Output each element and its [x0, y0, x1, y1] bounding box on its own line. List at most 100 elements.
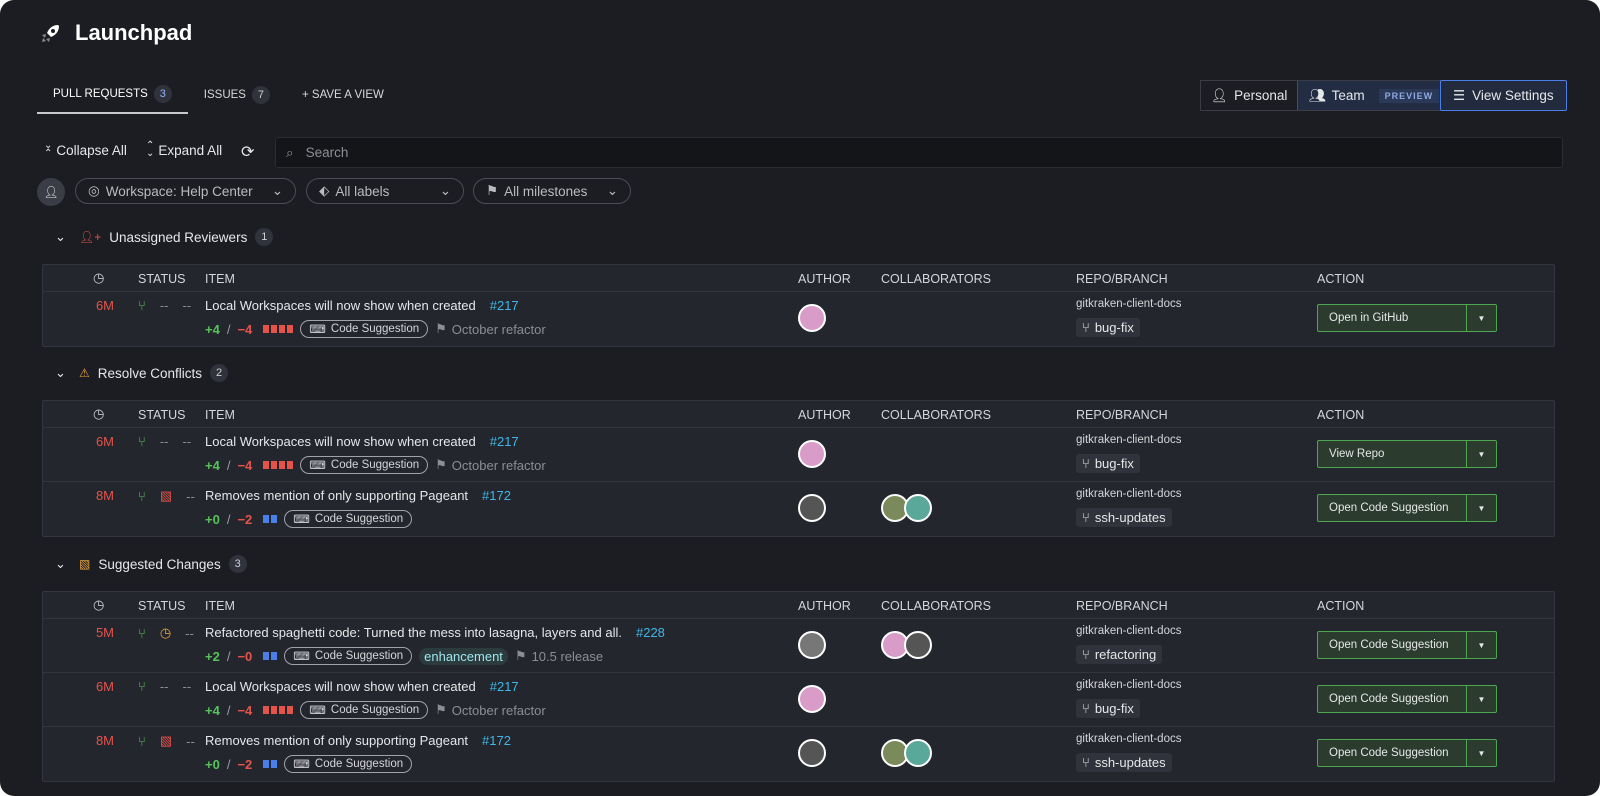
expand-all-button[interactable]: ⌃ ⌄ Expand All: [146, 141, 222, 159]
repo-name[interactable]: gitkraken-client-docs: [1076, 434, 1182, 446]
pr-title[interactable]: Local Workspaces will now show when crea…: [205, 434, 476, 449]
item-title[interactable]: Local Workspaces will now show when crea…: [205, 298, 519, 313]
branch-badge[interactable]: ⑂ bug-fix: [1076, 318, 1140, 337]
section-header[interactable]: ⌄ ▧ Suggested Changes 3: [55, 555, 247, 573]
labels-filter[interactable]: ⬖ All labels ⌄: [306, 178, 464, 204]
column-header-repo[interactable]: REPO/BRANCH: [1076, 599, 1168, 613]
caret-down-icon[interactable]: ▼: [1466, 686, 1496, 712]
repo-name[interactable]: gitkraken-client-docs: [1076, 733, 1182, 745]
code-suggestion-tag[interactable]: ⌨ Code Suggestion: [300, 456, 429, 474]
branch-badge[interactable]: ⑂ refactoring: [1076, 645, 1163, 664]
section-header[interactable]: ⌄ ⚠ Resolve Conflicts 2: [55, 364, 229, 382]
collaborator-avatar[interactable]: [904, 494, 932, 522]
author-avatar[interactable]: [798, 739, 826, 767]
column-header-author[interactable]: AUTHOR: [798, 272, 851, 286]
column-header-collaborators[interactable]: COLLABORATORS: [881, 408, 991, 422]
user-filter-button[interactable]: 👤︎: [37, 178, 65, 206]
save-view-button[interactable]: + SAVE A VIEW: [286, 80, 400, 114]
column-header-status[interactable]: STATUS: [138, 408, 186, 422]
search-input[interactable]: ⌕ Search: [275, 137, 1563, 168]
column-header-action[interactable]: ACTION: [1317, 408, 1365, 422]
pr-number[interactable]: #217: [489, 434, 519, 449]
chevron-down-icon[interactable]: ⌄: [55, 229, 66, 244]
action-button[interactable]: Open in GitHub: [1329, 312, 1409, 324]
column-header-item[interactable]: ITEM: [205, 408, 235, 422]
chevron-down-icon[interactable]: ⌄: [55, 556, 66, 571]
team-button[interactable]: 👥︎ Team PREVIEW: [1297, 81, 1450, 110]
column-header-collaborators[interactable]: COLLABORATORS: [881, 599, 991, 613]
label-badge[interactable]: enhancement: [419, 647, 508, 665]
column-header-repo[interactable]: REPO/BRANCH: [1076, 408, 1168, 422]
action-button[interactable]: Open Code Suggestion: [1329, 502, 1449, 514]
pr-number[interactable]: #228: [635, 625, 665, 640]
column-header-collaborators[interactable]: COLLABORATORS: [881, 272, 991, 286]
workspace-filter[interactable]: ◎ Workspace: Help Center ⌄: [75, 178, 296, 204]
code-suggestion-tag[interactable]: ⌨ Code Suggestion: [284, 647, 413, 665]
table-row[interactable]: 8M ⑂ ▧ -- Removes mention of only supporting…: [43, 482, 1554, 536]
column-header-author[interactable]: AUTHOR: [798, 599, 851, 613]
column-header-repo[interactable]: REPO/BRANCH: [1076, 272, 1168, 286]
caret-down-icon[interactable]: ▼: [1466, 740, 1496, 766]
pr-title[interactable]: Removes mention of only supporting Pagea…: [205, 488, 469, 503]
column-header-status[interactable]: STATUS: [138, 272, 186, 286]
branch-badge[interactable]: ⑂ bug-fix: [1076, 699, 1140, 718]
repo-name[interactable]: gitkraken-client-docs: [1076, 679, 1182, 691]
code-suggestion-tag[interactable]: ⌨ Code Suggestion: [300, 320, 429, 338]
section-header[interactable]: ⌄ 👤︎+ Unassigned Reviewers 1: [55, 228, 274, 246]
item-title[interactable]: Removes mention of only supporting Pagea…: [205, 488, 511, 503]
action-button[interactable]: Open Code Suggestion: [1329, 693, 1449, 705]
column-header-action[interactable]: ACTION: [1317, 272, 1365, 286]
tab-issues[interactable]: ISSUES 7: [188, 80, 286, 114]
pr-number[interactable]: #217: [489, 679, 519, 694]
chevron-down-icon[interactable]: ⌄: [55, 365, 66, 380]
milestones-filter[interactable]: ⚑ All milestones ⌄: [473, 178, 631, 204]
item-title[interactable]: Local Workspaces will now show when crea…: [205, 679, 519, 694]
branch-badge[interactable]: ⑂ bug-fix: [1076, 454, 1140, 473]
column-header-author[interactable]: AUTHOR: [798, 408, 851, 422]
author-avatar[interactable]: [798, 494, 826, 522]
code-suggestion-tag[interactable]: ⌨ Code Suggestion: [284, 510, 413, 528]
column-header-item[interactable]: ITEM: [205, 272, 235, 286]
column-header-action[interactable]: ACTION: [1317, 599, 1365, 613]
caret-down-icon[interactable]: ▼: [1466, 305, 1496, 331]
table-row[interactable]: 6M ⑂ -- -- Local Workspaces will now show wh…: [43, 673, 1554, 727]
pr-title[interactable]: Refactored spaghetti code: Turned the me…: [205, 625, 622, 640]
column-header-status[interactable]: STATUS: [138, 599, 186, 613]
pr-title[interactable]: Local Workspaces will now show when crea…: [205, 679, 476, 694]
collapse-all-button[interactable]: ⌄ ⌃ Collapse All: [44, 141, 127, 159]
repo-name[interactable]: gitkraken-client-docs: [1076, 298, 1182, 310]
repo-name[interactable]: gitkraken-client-docs: [1076, 488, 1182, 500]
pr-title[interactable]: Local Workspaces will now show when crea…: [205, 298, 476, 313]
pr-title[interactable]: Removes mention of only supporting Pagea…: [205, 733, 469, 748]
table-row[interactable]: 5M ⑂ ◷ -- Refactored spaghetti code: Turned …: [43, 619, 1554, 673]
pr-number[interactable]: #217: [489, 298, 519, 313]
author-avatar[interactable]: [798, 685, 826, 713]
collaborator-avatar[interactable]: [904, 739, 932, 767]
item-title[interactable]: Refactored spaghetti code: Turned the me…: [205, 625, 665, 640]
pr-number[interactable]: #172: [482, 488, 511, 503]
author-avatar[interactable]: [798, 304, 826, 332]
action-button[interactable]: Open Code Suggestion: [1329, 747, 1449, 759]
author-avatar[interactable]: [798, 631, 826, 659]
repo-name[interactable]: gitkraken-client-docs: [1076, 625, 1182, 637]
item-title[interactable]: Local Workspaces will now show when crea…: [205, 434, 519, 449]
column-header-item[interactable]: ITEM: [205, 599, 235, 613]
author-avatar[interactable]: [798, 440, 826, 468]
table-row[interactable]: 6M ⑂ -- -- Local Workspaces will now show wh…: [43, 292, 1554, 346]
collaborator-avatar[interactable]: [904, 631, 932, 659]
table-row[interactable]: 8M ⑂ ▧ -- Removes mention of only supporting…: [43, 727, 1554, 781]
view-settings-button[interactable]: ☰ View Settings: [1440, 80, 1567, 111]
pr-number[interactable]: #172: [482, 733, 511, 748]
action-button[interactable]: View Repo: [1329, 448, 1385, 460]
item-title[interactable]: Removes mention of only supporting Pagea…: [205, 733, 511, 748]
code-suggestion-tag[interactable]: ⌨ Code Suggestion: [300, 701, 429, 719]
refresh-icon[interactable]: ⟳: [241, 144, 255, 161]
caret-down-icon[interactable]: ▼: [1466, 495, 1496, 521]
code-suggestion-tag[interactable]: ⌨ Code Suggestion: [284, 755, 413, 773]
branch-badge[interactable]: ⑂ ssh-updates: [1076, 753, 1172, 772]
caret-down-icon[interactable]: ▼: [1466, 441, 1496, 467]
tab-pull-requests[interactable]: PULL REQUESTS 3: [37, 80, 188, 114]
caret-down-icon[interactable]: ▼: [1466, 632, 1496, 658]
branch-badge[interactable]: ⑂ ssh-updates: [1076, 508, 1172, 527]
action-button[interactable]: Open Code Suggestion: [1329, 639, 1449, 651]
